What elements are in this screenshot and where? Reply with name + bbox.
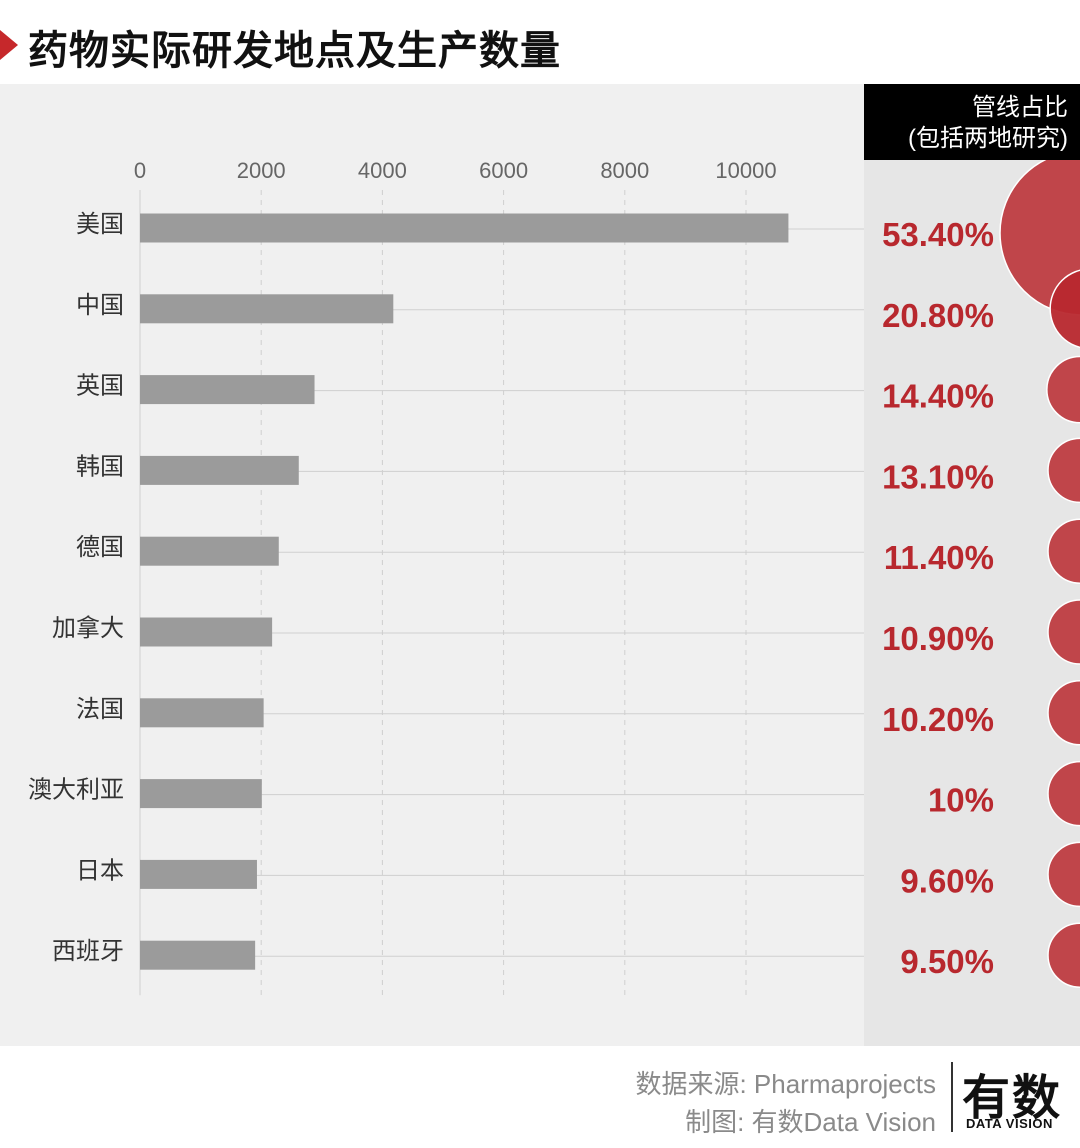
x-tick-label: 8000 xyxy=(600,158,649,183)
share-label: 10.20% xyxy=(882,701,994,738)
share-bubble-2 xyxy=(1046,355,1080,424)
category-label: 德国 xyxy=(76,534,124,561)
category-label: 韩国 xyxy=(76,453,124,480)
share-label: 53.40% xyxy=(882,216,994,253)
bar-8 xyxy=(140,859,257,889)
share-label: 10.90% xyxy=(882,620,994,657)
share-bubble-5 xyxy=(1047,599,1080,665)
share-bubble-0 xyxy=(999,160,1080,316)
bars xyxy=(140,213,789,970)
title-marker-icon xyxy=(0,30,18,60)
category-label: 澳大利亚 xyxy=(28,777,124,804)
category-label: 法国 xyxy=(76,696,124,723)
share-bubble-1 xyxy=(1049,269,1080,349)
credit-text: 制图: 有数Data Vision xyxy=(685,1107,936,1137)
x-tick-label: 6000 xyxy=(479,158,528,183)
bar-1 xyxy=(140,294,394,324)
share-label: 10% xyxy=(928,782,994,819)
share-bubble-3 xyxy=(1047,437,1080,504)
page-title: 药物实际研发地点及生产数量 xyxy=(28,29,561,73)
share-bubble-6 xyxy=(1047,680,1080,746)
category-label: 加拿大 xyxy=(52,615,124,642)
x-tick-label: 0 xyxy=(134,158,146,183)
bar-0 xyxy=(140,213,789,243)
share-label: 20.80% xyxy=(882,297,994,334)
category-label: 美国 xyxy=(76,211,124,238)
logo-subtitle: DATA VISION xyxy=(966,1116,1053,1131)
share-header-line1: 管线占比 xyxy=(972,94,1068,121)
category-label: 英国 xyxy=(76,373,124,400)
share-bubble-4 xyxy=(1047,518,1080,584)
source-text: 数据来源: Pharmaprojects xyxy=(635,1069,936,1099)
share-bubble-7 xyxy=(1047,760,1080,827)
share-label: 9.60% xyxy=(900,862,994,899)
share-header: 管线占比 (包括两地研究) xyxy=(864,84,1080,160)
logo-divider xyxy=(951,1062,953,1132)
x-tick-label: 4000 xyxy=(358,158,407,183)
bar-9 xyxy=(140,940,256,970)
share-labels: 53.40% 20.80% 14.40% 13.10% 11.40% 10.90% 10.2… xyxy=(882,216,994,980)
bar-6 xyxy=(140,698,264,728)
share-label: 9.50% xyxy=(900,943,994,980)
bar-4 xyxy=(140,536,279,566)
share-label: 13.10% xyxy=(882,458,994,495)
bar-7 xyxy=(140,779,262,809)
category-label: 中国 xyxy=(76,292,124,319)
x-tick-label: 10000 xyxy=(715,158,776,183)
share-bubble-9 xyxy=(1047,922,1080,988)
category-label: 西班牙 xyxy=(52,938,124,965)
logo: 有数 xyxy=(962,1072,1063,1125)
share-bubble-8 xyxy=(1047,841,1080,908)
title-bar: 药物实际研发地点及生产数量 xyxy=(0,0,1080,84)
x-axis: 0 2000 4000 6000 8000 10000 xyxy=(134,158,777,183)
share-bubbles xyxy=(999,160,1080,988)
bar-2 xyxy=(140,375,315,405)
footer: 数据来源: Pharmaprojects 制图: 有数Data Vision xyxy=(0,1046,1080,1148)
bar-3 xyxy=(140,455,299,485)
x-tick-label: 2000 xyxy=(237,158,286,183)
bar-5 xyxy=(140,617,273,647)
share-header-line2: (包括两地研究) xyxy=(908,125,1068,152)
share-label: 14.40% xyxy=(882,378,994,415)
category-label: 日本 xyxy=(76,857,124,884)
share-label: 11.40% xyxy=(884,539,994,576)
